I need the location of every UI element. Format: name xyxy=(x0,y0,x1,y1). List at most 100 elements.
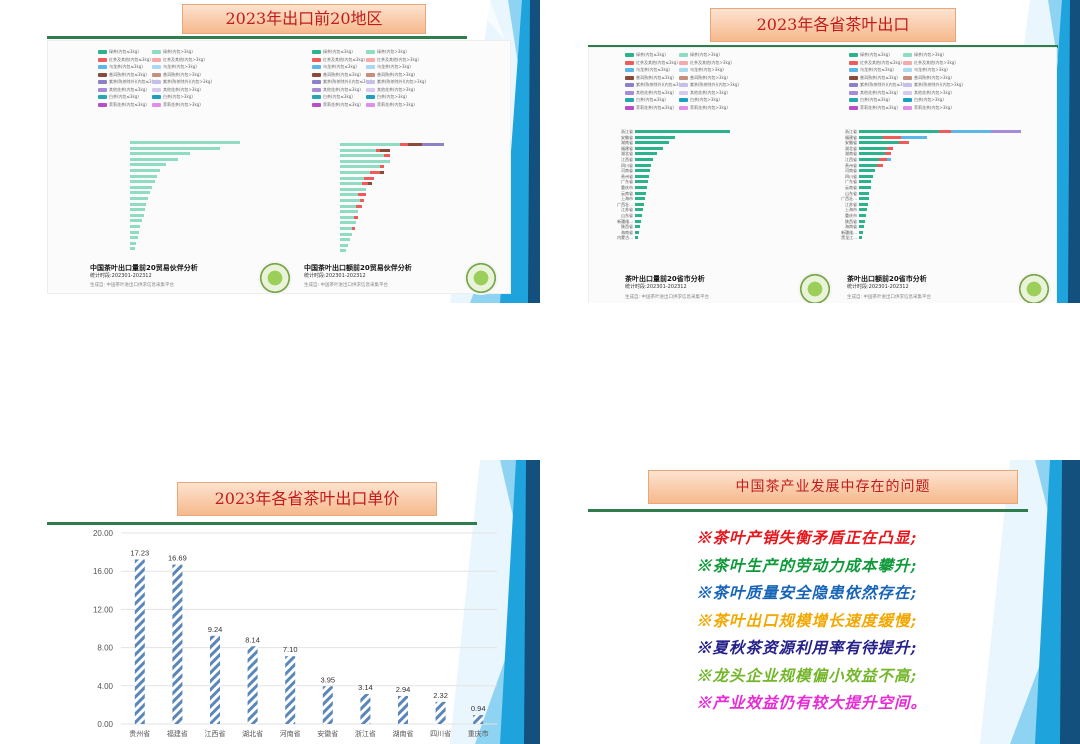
legend-swatch xyxy=(366,87,375,92)
legend-label: 其他花茶(内包≤3kg) xyxy=(860,89,898,95)
province-label: 陕西省 xyxy=(621,224,633,230)
legend-swatch xyxy=(366,65,375,69)
legend-label: 绿茶(内包≤3kg) xyxy=(860,52,890,57)
bar-segment xyxy=(887,158,891,161)
bar-segment xyxy=(340,187,366,191)
bar-value-label: 3.95 xyxy=(320,675,335,684)
legend-item: 乌龙茶(内包≤3kg) xyxy=(98,64,143,70)
bar-segment xyxy=(340,249,346,253)
price-bar xyxy=(435,701,446,724)
bar-segment xyxy=(130,202,146,206)
legend-item: 普洱熟茶(内包>3kg) xyxy=(903,75,952,81)
x-category-label: 湖北省 xyxy=(242,729,263,738)
bar-segment xyxy=(635,214,642,217)
province-label: 四川省 xyxy=(845,173,857,179)
bar-segment xyxy=(358,193,366,197)
bar-segment xyxy=(951,130,991,133)
bar-segment xyxy=(877,163,883,167)
legend-item: 普洱熟茶(内包≤3kg) xyxy=(98,72,147,78)
slide-problems[interactable]: 中国茶产业发展中存在的问题 ※茶叶产销失衡矛盾正在凸显; ※茶叶生产的劳动力成本攀… xyxy=(588,460,1080,744)
bar-value-label: 3.14 xyxy=(358,683,373,692)
legend-item: 紫茶(陈茶除外)(内包>3kg) xyxy=(903,82,963,88)
x-category-label: 贵州省 xyxy=(129,729,150,738)
issue-item: ※茶叶生产的劳动力成本攀升; xyxy=(696,555,918,575)
legend-item: 白茶(内包>3kg) xyxy=(366,94,407,100)
legend-swatch xyxy=(679,68,688,72)
province-label: 海南省 xyxy=(845,224,857,230)
bar-segment xyxy=(859,130,939,133)
legend-label: 红茶及其他(内包>3kg) xyxy=(690,59,732,65)
x-category-label: 重庆市 xyxy=(468,729,489,738)
bar-segment xyxy=(130,197,148,200)
slide-title: 2023年出口前20地区 xyxy=(182,4,426,34)
legend-item: 紫茶(陈茶除外)(内包≤3kg) xyxy=(849,82,909,88)
bar-value-label: 17.23 xyxy=(130,548,149,557)
province-label: 上海市 xyxy=(845,207,857,213)
legend-label: 白茶(内包>3kg) xyxy=(377,94,407,99)
legend-label: 乌龙茶(内包>3kg) xyxy=(690,67,724,72)
bar-segment xyxy=(859,186,871,189)
legend-label: 其他花茶(内包>3kg) xyxy=(690,89,728,95)
y-tick-label: 0.00 xyxy=(97,720,113,729)
province-label: 重庆市 xyxy=(621,185,633,190)
unit-price-chart: 20.00 16.00 12.00 8.00 4.00 0.00 17.23 贵州省 16.69… xyxy=(93,529,497,738)
bar-segment xyxy=(635,191,646,195)
legend-label: 白茶(内包≤3kg) xyxy=(109,94,139,99)
legend-item: 其他花茶(内包>3kg) xyxy=(366,87,415,93)
legend-item: 红茶及其他(内包≤3kg) xyxy=(312,57,365,63)
legend-item: 白茶(内包≤3kg) xyxy=(849,97,890,103)
slide-decoration xyxy=(980,460,1080,744)
legend-swatch xyxy=(98,102,107,107)
bar-segment xyxy=(130,169,160,172)
bar-segment xyxy=(130,152,190,156)
x-category-label: 江西省 xyxy=(205,729,226,738)
slide-unit-price[interactable]: 2023年各省茶叶出口单价 20.00 16.00 12.00 8.00 4.00 0.0… xyxy=(47,460,540,744)
legend-swatch xyxy=(152,87,161,92)
legend-label: 紫茶(陈茶除外)(内包≤3kg) xyxy=(109,79,158,84)
right-chart-source: 生成自: 中国茶叶进出口供求信息采集平台 xyxy=(304,283,388,288)
legend-item: 其他花茶(内包≤3kg) xyxy=(98,87,147,93)
bar-segment xyxy=(859,225,864,229)
legend-label: 红茶及其他(内包>3kg) xyxy=(377,56,419,62)
legend-swatch xyxy=(152,72,161,77)
legend-label: 白茶(内包>3kg) xyxy=(690,97,720,102)
legend-item: 茉莉花茶(内包≤3kg) xyxy=(312,102,361,108)
legend-label: 绿茶(内包>3kg) xyxy=(914,52,944,57)
legend-label: 红茶及其他(内包≤3kg) xyxy=(636,59,678,65)
legend-item: 绿茶(内包>3kg) xyxy=(152,49,193,55)
bar-value-label: 0.94 xyxy=(471,704,486,713)
bar-segment xyxy=(356,204,362,208)
platform-logo xyxy=(258,261,292,295)
province-label: 广东省 xyxy=(621,179,633,185)
bar-segment xyxy=(859,135,883,139)
legend-swatch xyxy=(98,65,107,69)
bar-segment xyxy=(130,185,152,189)
bar-segment xyxy=(340,159,390,163)
province-label: 新疆维... xyxy=(841,229,857,235)
bar-segment xyxy=(380,148,390,152)
bar-segment xyxy=(340,182,362,186)
legend-swatch xyxy=(679,75,688,80)
legend-item: 乌龙茶(内包>3kg) xyxy=(366,64,411,70)
bar-segment xyxy=(380,165,384,169)
bar-segment xyxy=(422,143,444,146)
province-label: 黑龙江... xyxy=(841,235,857,241)
issue-item: ※茶叶出口规模增长速度缓慢; xyxy=(696,610,918,630)
bar-segment xyxy=(340,232,352,236)
slide-province-exports[interactable]: 2023年各省茶叶出口 绿茶(内包≤3kg) 绿茶(内包>3kg) 红茶及其他(内包… xyxy=(588,0,1080,303)
bar-segment xyxy=(635,180,648,184)
legend-label: 绿茶(内包>3kg) xyxy=(690,52,720,57)
legend-label: 茉莉花茶(内包>3kg) xyxy=(914,104,952,110)
legend-item: 绿茶(内包≤3kg) xyxy=(312,49,353,55)
legend-swatch xyxy=(625,90,634,95)
legend-label: 茉莉花茶(内包≤3kg) xyxy=(323,101,361,107)
legend-swatch xyxy=(152,80,161,84)
platform-logo xyxy=(798,272,832,303)
bar-segment xyxy=(130,230,139,234)
slide-export-regions[interactable]: 2023年出口前20地区 绿茶(内包≤3kg) 绿茶(内包>3kg) 红茶及其他(内… xyxy=(47,0,540,303)
legend-label: 紫茶(陈茶除外)(内包>3kg) xyxy=(914,82,963,87)
bar-segment xyxy=(859,202,868,206)
bar-segment xyxy=(360,199,364,202)
bar-segment xyxy=(859,208,867,212)
bar-segment xyxy=(384,154,390,158)
